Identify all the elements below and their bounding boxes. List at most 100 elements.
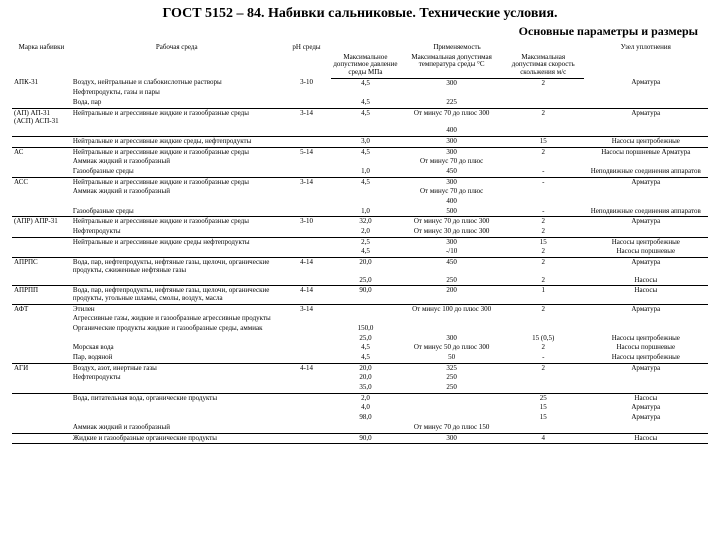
- table-row: АПРППВода, пар, нефтепродукты, нефтяные …: [12, 286, 708, 304]
- table-row: Нефтепродукты2,0От минус 30 до плюс 3002: [12, 227, 708, 237]
- table-body: АПК-31Воздух, нейтральные и слабокислотн…: [12, 78, 708, 443]
- cell: 2: [503, 147, 584, 157]
- cell: -: [503, 207, 584, 217]
- cell: Агрессивные газы, жидкие и газообразные …: [71, 314, 283, 324]
- cell: 2: [503, 276, 584, 286]
- cell: Нейтральные и агрессивные жидкие среды, …: [71, 136, 283, 147]
- table-row: 4,015Арматура: [12, 403, 708, 413]
- cell: [12, 157, 71, 167]
- cell: 300: [400, 334, 503, 344]
- table-row: Морская вода4,5От минус 50 до плюс 3002Н…: [12, 343, 708, 353]
- cell: 4,5: [331, 247, 401, 257]
- cell: Насосы центробежные: [584, 136, 708, 147]
- cell: [283, 343, 331, 353]
- cell: 2: [503, 247, 584, 257]
- cell: Насосы поршневые: [584, 247, 708, 257]
- cell: АФТ: [12, 304, 71, 314]
- cell: [12, 88, 71, 98]
- cell: [283, 167, 331, 177]
- cell: 2: [503, 304, 584, 314]
- cell: 35,0: [331, 383, 401, 393]
- cell: Насосы центробежные: [584, 334, 708, 344]
- cell: 90,0: [331, 286, 401, 304]
- cell: [400, 324, 503, 334]
- header-speed: Максимальная допустимая скорость скольже…: [503, 53, 584, 79]
- cell: 90,0: [331, 433, 401, 444]
- cell: [12, 383, 71, 393]
- cell: 200: [400, 286, 503, 304]
- cell: [503, 88, 584, 98]
- cell: 1,0: [331, 167, 401, 177]
- cell: [12, 373, 71, 383]
- cell: 25,0: [331, 334, 401, 344]
- cell: [283, 197, 331, 207]
- cell: 2: [503, 78, 584, 88]
- cell: 4,0: [331, 403, 401, 413]
- cell: [503, 187, 584, 197]
- cell: [12, 197, 71, 207]
- cell: [12, 314, 71, 324]
- cell: [12, 247, 71, 257]
- cell: [283, 334, 331, 344]
- cell: [283, 353, 331, 363]
- cell: Арматура: [584, 413, 708, 423]
- cell: Аммиак жидкий и газообразный: [71, 187, 283, 197]
- cell: 450: [400, 167, 503, 177]
- table-row: АПК-31Воздух, нейтральные и слабокислотн…: [12, 78, 708, 88]
- cell: Арматура: [584, 108, 708, 126]
- table-row: Пар, водяной4,550-Насосы центробежные: [12, 353, 708, 363]
- cell: [503, 373, 584, 383]
- cell: 15: [503, 136, 584, 147]
- table-row: Жидкие и газообразные органические проду…: [12, 433, 708, 444]
- table-row: Нефтепродукты20,0250: [12, 373, 708, 383]
- cell: [12, 136, 71, 147]
- cell: 3,0: [331, 136, 401, 147]
- cell: [12, 353, 71, 363]
- cell: Нейтральные и агрессивные жидкие и газоо…: [71, 217, 283, 227]
- cell: -: [503, 353, 584, 363]
- cell: [283, 136, 331, 147]
- cell: [71, 126, 283, 136]
- table-row: Нейтральные и агрессивные жидкие среды н…: [12, 237, 708, 247]
- cell: 32,0: [331, 217, 401, 227]
- cell: [584, 88, 708, 98]
- cell: Нефтепродукты: [71, 373, 283, 383]
- table-row: Газообразные среды1,0500-Неподвижные сое…: [12, 207, 708, 217]
- cell: Арматура: [584, 403, 708, 413]
- cell: 1: [503, 286, 584, 304]
- header-node: Узел уплотнения: [584, 43, 708, 78]
- cell: Морская вода: [71, 343, 283, 353]
- cell: Нейтральные и агрессивные жидкие и газоо…: [71, 108, 283, 126]
- cell: Нейтральные и агрессивные жидкие и газоо…: [71, 147, 283, 157]
- cell: АПРПП: [12, 286, 71, 304]
- cell: [400, 393, 503, 403]
- cell: Насосы центробежные: [584, 353, 708, 363]
- cell: [503, 423, 584, 433]
- cell: [283, 88, 331, 98]
- table-row: Аммиак жидкий и газообразныйОт минус 70 …: [12, 157, 708, 167]
- cell: Этилен: [71, 304, 283, 314]
- table-row: АГИВоздух, азот, инертные газы4-1420,032…: [12, 363, 708, 373]
- cell: [400, 413, 503, 423]
- cell: [283, 393, 331, 403]
- cell: Арматура: [584, 258, 708, 276]
- cell: [584, 324, 708, 334]
- cell: АС: [12, 147, 71, 157]
- cell: [12, 433, 71, 444]
- cell: [71, 334, 283, 344]
- table-row: Нефтепродукты, газы и пары: [12, 88, 708, 98]
- cell: Газообразные среды: [71, 207, 283, 217]
- cell: [400, 88, 503, 98]
- cell: 4-14: [283, 286, 331, 304]
- cell: 2: [503, 343, 584, 353]
- cell: Насосы центробежные: [584, 237, 708, 247]
- cell: [71, 403, 283, 413]
- cell: Аммиак жидкий и газообразный: [71, 157, 283, 167]
- table-row: Аммиак жидкий и газообразныйОт минус 70 …: [12, 423, 708, 433]
- cell: 50: [400, 353, 503, 363]
- cell: [331, 88, 401, 98]
- cell: 400: [400, 126, 503, 136]
- cell: 3-14: [283, 108, 331, 126]
- cell: -/10: [400, 247, 503, 257]
- cell: [331, 157, 401, 167]
